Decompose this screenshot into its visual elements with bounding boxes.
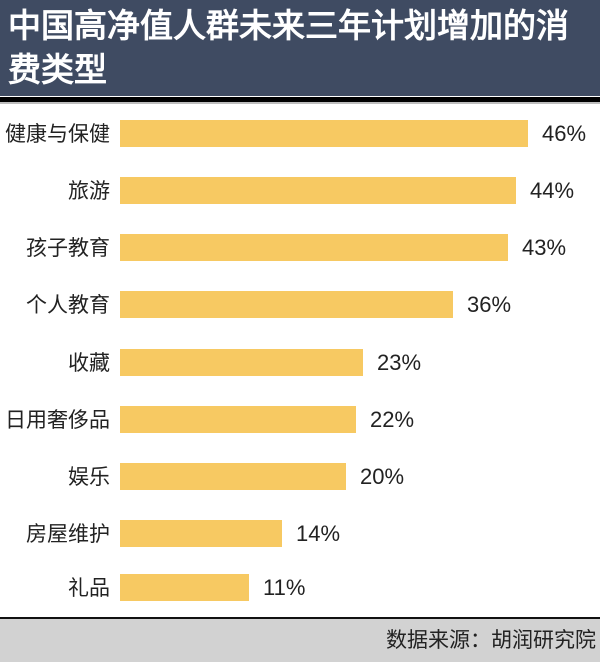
- category-label: 收藏: [68, 351, 110, 375]
- value-label: 14%: [296, 521, 341, 546]
- bar: [120, 177, 516, 204]
- category-label: 个人教育: [26, 293, 110, 317]
- bar-row: 个人教育 36%: [0, 290, 600, 320]
- category-label: 礼品: [68, 576, 110, 600]
- header-divider: [0, 97, 600, 102]
- category-label: 房屋维护: [26, 522, 110, 546]
- value-label: 46%: [542, 121, 587, 146]
- data-source-label: 数据来源：胡润研究院: [386, 628, 596, 652]
- bar: [120, 574, 249, 601]
- bar: [120, 520, 282, 547]
- value-label: 44%: [530, 178, 575, 203]
- bar: [120, 234, 508, 261]
- value-label: 20%: [360, 464, 405, 489]
- category-label: 孩子教育: [26, 236, 110, 260]
- bar-row: 房屋维护 14%: [0, 519, 600, 549]
- bar-row: 日用奢侈品 22%: [0, 405, 600, 435]
- bar-row: 旅游 44%: [0, 176, 600, 206]
- value-label: 36%: [467, 292, 512, 317]
- chart-title: 中国高净值人群未来三年计划增加的消费类型: [8, 6, 569, 89]
- category-label: 日用奢侈品: [5, 408, 110, 432]
- bar-row: 健康与保健 46%: [0, 119, 600, 149]
- value-label: 22%: [370, 407, 415, 432]
- category-label: 旅游: [68, 179, 110, 203]
- category-label: 健康与保健: [5, 122, 110, 146]
- category-label: 娱乐: [68, 465, 110, 489]
- bar-row: 娱乐 20%: [0, 462, 600, 492]
- value-label: 11%: [263, 575, 306, 600]
- bar-row: 礼品 11%: [0, 573, 600, 603]
- value-label: 23%: [377, 350, 422, 375]
- header-divider-shadow: [0, 102, 600, 104]
- bar-row: 孩子教育 43%: [0, 233, 600, 263]
- bar: [120, 120, 528, 147]
- bar: [120, 406, 356, 433]
- bar: [120, 349, 363, 376]
- bar: [120, 463, 346, 490]
- chart-footer: 数据来源：胡润研究院: [0, 619, 600, 662]
- footer-divider: [0, 617, 600, 619]
- value-label: 43%: [522, 235, 567, 260]
- bar-row: 收藏 23%: [0, 348, 600, 378]
- chart-header: 中国高净值人群未来三年计划增加的消费类型: [0, 0, 600, 96]
- bar: [120, 291, 453, 318]
